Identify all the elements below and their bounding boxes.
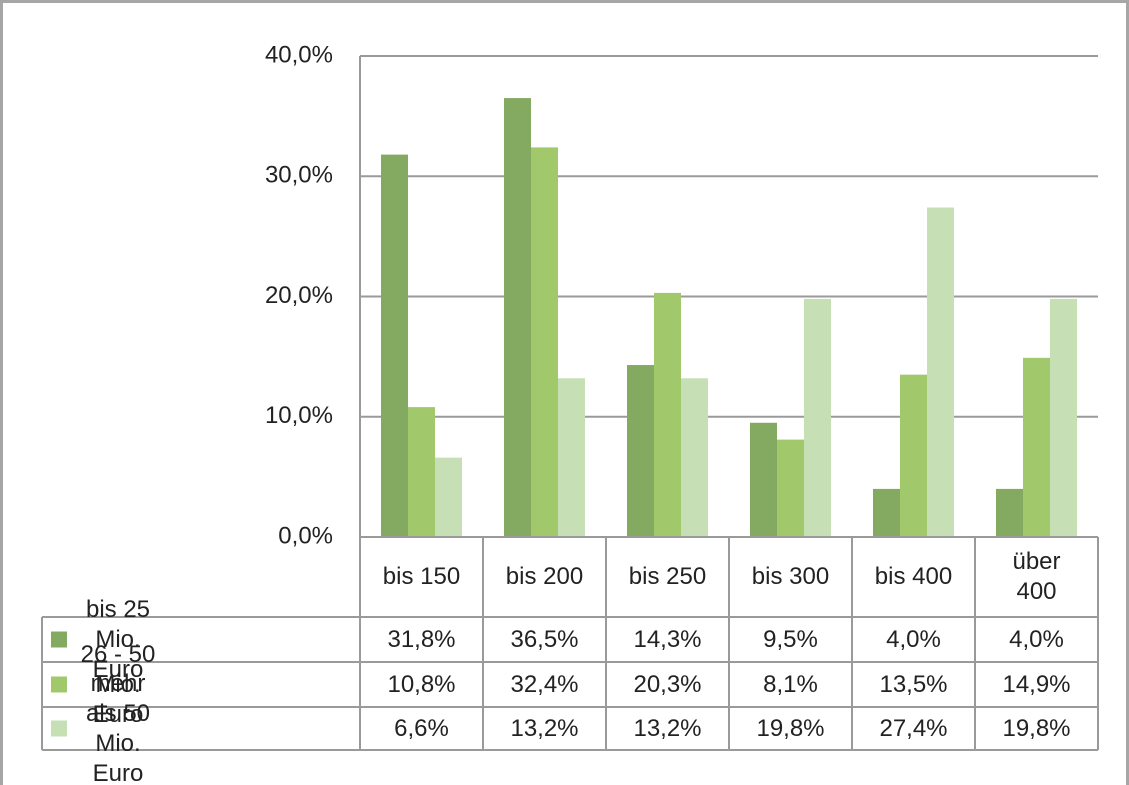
bar	[750, 422, 777, 537]
table-value-text: 8,1%	[763, 670, 818, 698]
table-value-text: 9,5%	[763, 625, 818, 653]
x-tick-label: bis 250	[606, 537, 729, 617]
bar	[927, 207, 954, 537]
table-value-text: 14,9%	[1002, 670, 1071, 698]
x-tick-label-text: bis 400	[874, 563, 953, 590]
legend-label-text: bis 25 Mio. Euro	[85, 595, 151, 683]
table-value-text: 36,5%	[510, 625, 579, 653]
legend-swatch	[51, 631, 67, 648]
bar	[435, 457, 462, 537]
table-value: 19,8%	[729, 707, 852, 750]
table-value: 14,3%	[606, 617, 729, 662]
bar	[996, 488, 1023, 537]
table-value-text: 14,3%	[633, 625, 702, 653]
bar	[777, 439, 804, 537]
bar	[900, 374, 927, 537]
bar	[504, 98, 531, 538]
table-value-text: 19,8%	[1002, 714, 1071, 742]
table-value-text: 20,3%	[633, 670, 702, 698]
legend-label: bis 25 Mio. Euro	[74, 596, 356, 683]
table-value: 8,1%	[729, 662, 852, 707]
table-value-text: 19,8%	[756, 714, 825, 742]
table-value: 20,3%	[606, 662, 729, 707]
x-tick-label-text: über 400	[1012, 548, 1061, 605]
bar	[804, 298, 831, 537]
legend-label-text: mehr als 50 Mio. Euro	[85, 669, 151, 785]
table-value: 9,5%	[729, 617, 852, 662]
x-tick-label-text: bis 200	[505, 563, 584, 590]
bar	[681, 378, 708, 537]
table-value: 19,8%	[975, 707, 1098, 750]
bar	[873, 488, 900, 537]
table-value-text: 27,4%	[879, 714, 948, 742]
table-value-text: 13,2%	[633, 714, 702, 742]
y-tick-label: 30,0%	[265, 162, 333, 189]
bar	[654, 292, 681, 537]
table-value-text: 13,2%	[510, 714, 579, 742]
table-value: 32,4%	[483, 662, 606, 707]
x-tick-label: bis 400	[852, 537, 975, 617]
table-value-text: 31,8%	[387, 625, 456, 653]
legend-swatch	[51, 676, 67, 693]
table-value-text: 10,8%	[387, 670, 456, 698]
x-tick-label: bis 150	[360, 537, 483, 617]
legend-label: mehr als 50 Mio. Euro	[74, 670, 356, 785]
table-value-text: 4,0%	[886, 625, 941, 653]
y-tick-label: 10,0%	[265, 402, 333, 429]
table-value-text: 13,5%	[879, 670, 948, 698]
table-value: 4,0%	[852, 617, 975, 662]
bar	[1050, 298, 1077, 537]
legend-label-text: 26 - 50 Mio. Euro	[80, 640, 156, 728]
table-value: 31,8%	[360, 617, 483, 662]
x-tick-label-text: bis 150	[382, 563, 461, 590]
x-tick-label-text: bis 300	[751, 563, 830, 590]
y-tick-label: 0,0%	[278, 522, 333, 549]
legend-swatch	[51, 720, 67, 737]
bar	[531, 147, 558, 537]
table-value: 36,5%	[483, 617, 606, 662]
y-tick-label: 20,0%	[265, 282, 333, 309]
bar	[408, 407, 435, 537]
table-value: 4,0%	[975, 617, 1098, 662]
legend-label: 26 - 50 Mio. Euro	[74, 641, 356, 728]
table-value-text: 6,6%	[394, 714, 449, 742]
x-tick-label: bis 200	[483, 537, 606, 617]
table-value-text: 4,0%	[1009, 625, 1064, 653]
bar	[558, 378, 585, 537]
x-tick-label-text: bis 250	[628, 563, 707, 590]
table-value: 13,2%	[606, 707, 729, 750]
table-value: 27,4%	[852, 707, 975, 750]
table-value: 14,9%	[975, 662, 1098, 707]
table-value-text: 32,4%	[510, 670, 579, 698]
bar	[627, 365, 654, 537]
x-tick-label: bis 300	[729, 537, 852, 617]
bar	[381, 154, 408, 538]
y-tick-label: 40,0%	[265, 41, 333, 68]
table-value: 10,8%	[360, 662, 483, 707]
table-value: 6,6%	[360, 707, 483, 750]
table-value: 13,2%	[483, 707, 606, 750]
x-tick-label: über 400	[975, 537, 1098, 617]
table-value: 13,5%	[852, 662, 975, 707]
bar	[1023, 357, 1050, 537]
